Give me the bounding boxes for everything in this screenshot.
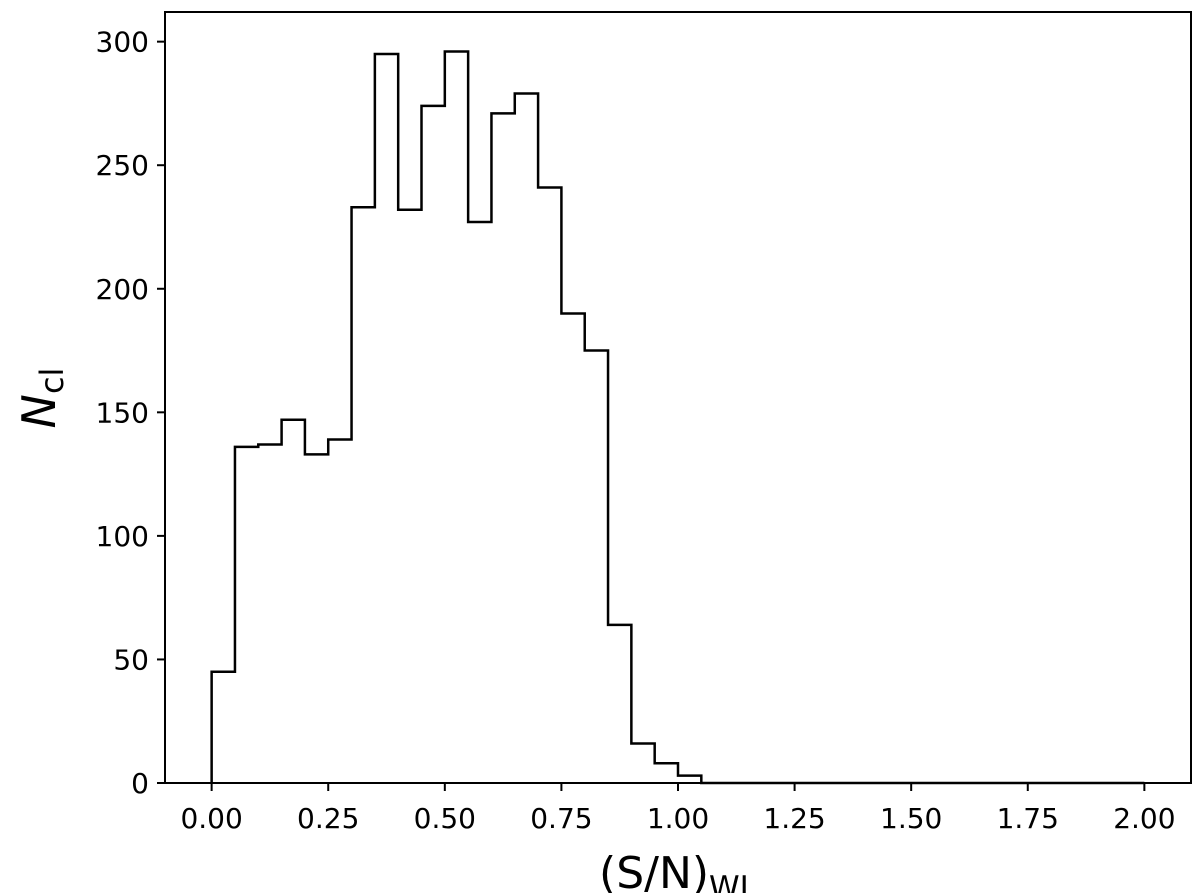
histogram-bin <box>258 444 281 783</box>
y-axis-label: Ncl <box>12 368 71 429</box>
histogram-bin <box>538 187 561 783</box>
histogram-bin <box>235 447 258 783</box>
histogram-bin <box>422 106 445 783</box>
histogram-bin <box>305 454 328 783</box>
histogram-bin <box>585 351 608 783</box>
histogram-bin <box>375 54 398 783</box>
histogram-bin <box>282 420 305 783</box>
x-axis-label: (S/N)WL <box>599 848 758 893</box>
y-tick-label: 0 <box>131 767 149 800</box>
histogram-bin <box>561 313 584 783</box>
y-axis-label-main: N <box>12 394 66 428</box>
histogram-bin <box>515 94 538 783</box>
histogram-bin <box>328 440 351 783</box>
x-axis-ticks: 0.00 0.25 0.50 0.75 1.00 1.25 1.50 1.75 2.00 <box>180 783 1176 835</box>
y-tick-label: 100 <box>96 520 149 553</box>
histogram-bin <box>445 52 468 783</box>
x-tick-label: 0.50 <box>414 802 476 835</box>
y-tick-label: 300 <box>96 26 149 59</box>
x-tick-label: 0.00 <box>180 802 242 835</box>
x-tick-label: 1.25 <box>763 802 825 835</box>
y-tick-label: 150 <box>96 396 149 429</box>
histogram-bin <box>352 207 375 783</box>
y-tick-label: 50 <box>113 643 149 676</box>
histogram-bin <box>608 625 631 783</box>
y-tick-label: 250 <box>96 149 149 182</box>
y-axis-ticks: 0 50 100 150 200 250 300 <box>96 26 165 800</box>
histogram-bin <box>491 113 514 783</box>
histogram-bin <box>655 763 678 783</box>
x-tick-label: 1.50 <box>880 802 942 835</box>
x-tick-label: 1.75 <box>997 802 1059 835</box>
histogram-bin <box>398 210 421 783</box>
y-axis-label-subscript: cl <box>33 368 71 394</box>
x-tick-label: 1.00 <box>647 802 709 835</box>
plot-area <box>210 50 1145 785</box>
histogram-bin <box>631 743 654 783</box>
x-tick-label: 0.25 <box>297 802 359 835</box>
x-axis-label-subscript: WL <box>709 870 758 893</box>
x-axis-label-main: (S/N) <box>599 848 709 893</box>
x-tick-label: 2.00 <box>1113 802 1175 835</box>
y-tick-label: 200 <box>96 273 149 306</box>
histogram-bin <box>468 222 491 783</box>
histogram-bin <box>212 672 235 783</box>
histogram-bin <box>678 776 701 783</box>
x-tick-label: 0.75 <box>530 802 592 835</box>
